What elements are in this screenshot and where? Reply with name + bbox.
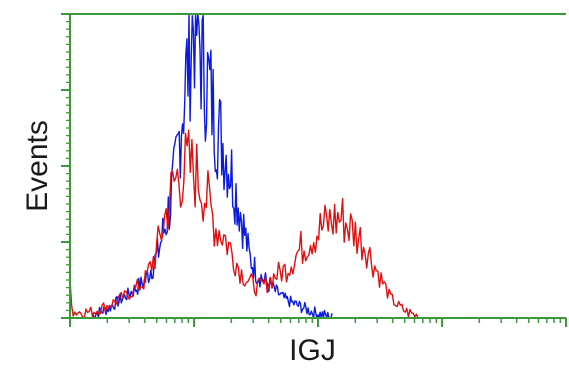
histogram-series-1 (91, 13, 333, 319)
series-layer (69, 13, 423, 319)
x-axis-title: IGJ (289, 334, 336, 367)
y-axis-title: Events (21, 120, 54, 212)
histogram-series-2 (69, 129, 423, 319)
axis-ticks (61, 13, 567, 327)
